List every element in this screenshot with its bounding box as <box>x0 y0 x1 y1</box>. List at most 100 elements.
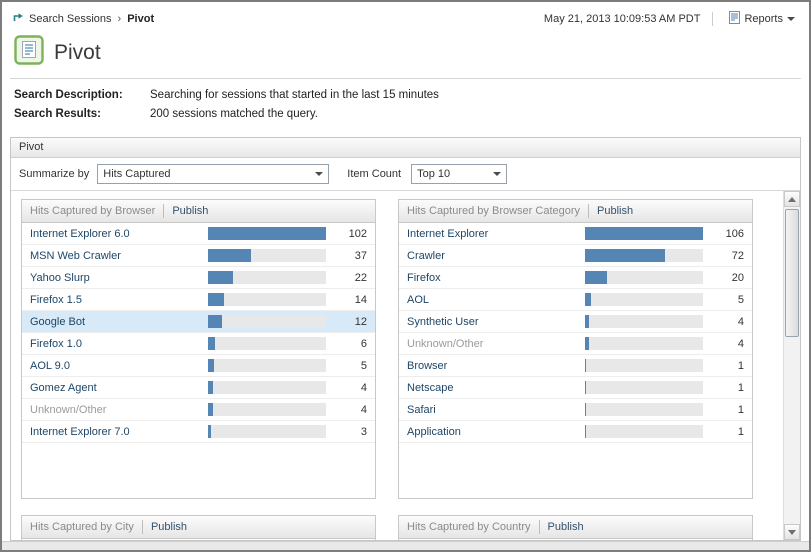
summarize-by-label: Summarize by <box>19 168 90 180</box>
chart-row[interactable]: AOL 5 <box>399 289 752 311</box>
header-divider <box>538 520 540 534</box>
row-bar-fill <box>208 381 213 394</box>
chart-row[interactable]: Google Bot 12 <box>22 311 375 333</box>
row-value: 1 <box>737 425 744 438</box>
chart-row[interactable]: Unknown/Other 4 <box>399 333 752 355</box>
row-bar-track <box>585 249 703 262</box>
arrow-down-icon <box>788 529 796 535</box>
row-value: 22 <box>354 271 367 284</box>
row-bar-track <box>208 337 326 350</box>
row-label: AOL <box>407 293 430 306</box>
chart-row[interactable]: Gomez Agent 4 <box>22 377 375 399</box>
chart-row[interactable]: AOL 9.0 5 <box>22 355 375 377</box>
chart-panel-header: Hits Captured by City Publish <box>22 516 375 539</box>
row-value: 1 <box>737 359 744 372</box>
vertical-scrollbar[interactable] <box>783 191 800 540</box>
row-bar-track <box>208 359 326 372</box>
chart-row[interactable]: United States (US)169 <box>399 539 752 540</box>
publish-button[interactable]: Publish <box>597 205 634 217</box>
scroll-up-button[interactable] <box>784 191 800 207</box>
row-value: 12 <box>354 315 367 328</box>
chart-row[interactable]: Firefox 1.5 14 <box>22 289 375 311</box>
row-bar-fill <box>208 293 225 306</box>
chart-panel-header: Hits Captured by Browser Category Publis… <box>399 200 752 223</box>
top-bar: Search Sessions › Pivot May 21, 2013 10:… <box>2 2 809 31</box>
row-label: MSN Web Crawler <box>30 249 121 262</box>
chart-row[interactable]: Unknown/Other 4 <box>22 399 375 421</box>
pivot-section: Pivot Summarize by Hits Captured Item Co… <box>10 137 801 541</box>
row-label: Safari <box>407 403 436 416</box>
breadcrumb-link-search-sessions[interactable]: Search Sessions <box>29 13 112 25</box>
chart-row[interactable]: Redmond, WA (US)35 <box>22 539 375 540</box>
item-count-select[interactable]: Top 10 <box>411 164 508 184</box>
row-bar-track <box>585 359 703 372</box>
chart-row[interactable]: Browser 1 <box>399 355 752 377</box>
publish-button[interactable]: Publish <box>150 521 188 533</box>
row-value: 5 <box>360 359 367 372</box>
row-value: 3 <box>360 425 367 438</box>
reports-button-label: Reports <box>744 13 783 25</box>
row-bar-track <box>585 403 703 416</box>
row-bar-track <box>585 227 703 240</box>
bottom-edge-strip <box>2 541 809 550</box>
row-value: 4 <box>360 381 367 394</box>
row-bar-track <box>208 315 326 328</box>
chart-row[interactable]: Synthetic User 4 <box>399 311 752 333</box>
pivot-report-icon <box>14 35 44 70</box>
chart-row[interactable]: Internet Explorer 106 <box>399 223 752 245</box>
search-results-row: Search Results: 200 sessions matched the… <box>14 108 797 120</box>
pivot-content: Hits Captured by Browser Publish Interne… <box>11 191 800 540</box>
row-value: 106 <box>725 227 744 240</box>
row-bar-track <box>208 227 326 240</box>
publish-button[interactable]: Publish <box>172 205 209 217</box>
chart-row[interactable]: Safari 1 <box>399 399 752 421</box>
title-divider <box>10 78 801 79</box>
scrollbar-track[interactable] <box>784 207 800 524</box>
row-bar-fill <box>585 425 587 438</box>
chart-panel-header: Hits Captured by Country Publish <box>399 516 752 539</box>
scroll-down-button[interactable] <box>784 524 800 540</box>
item-count-label: Item Count <box>347 168 402 180</box>
pivot-section-header: Pivot <box>11 138 800 158</box>
chart-row[interactable]: Crawler 72 <box>399 245 752 267</box>
row-bar-fill <box>585 359 587 372</box>
summarize-by-value: Hits Captured <box>103 168 171 180</box>
chart-row[interactable]: Yahoo Slurp 22 <box>22 267 375 289</box>
row-bar-track <box>585 425 703 438</box>
chart-row[interactable]: Firefox 1.0 6 <box>22 333 375 355</box>
search-results-label: Search Results: <box>14 108 101 120</box>
summarize-by-select[interactable]: Hits Captured <box>97 164 330 184</box>
chart-row[interactable]: Application 1 <box>399 421 752 443</box>
chart-row[interactable]: Netscape 1 <box>399 377 752 399</box>
row-value: 102 <box>348 227 367 240</box>
row-value: 4 <box>737 315 744 328</box>
chart-row[interactable]: Internet Explorer 6.0 102 <box>22 223 375 245</box>
row-bar-track <box>585 293 703 306</box>
chart-row[interactable]: Firefox 20 <box>399 267 752 289</box>
row-label: Gomez Agent <box>30 381 97 394</box>
row-label: Firefox 1.0 <box>30 337 82 350</box>
row-value: 20 <box>731 271 744 284</box>
publish-button[interactable]: Publish <box>547 521 584 533</box>
chart-panel-header: Hits Captured by Browser Publish <box>22 200 375 223</box>
row-label: Firefox <box>407 271 441 284</box>
search-description-value: Searching for sessions that started in t… <box>150 89 439 101</box>
chart-rows: Redmond, WA (US)35 <box>22 539 375 540</box>
row-bar-fill <box>208 315 222 328</box>
chart-row[interactable]: Internet Explorer 7.0 3 <box>22 421 375 443</box>
row-value: 1 <box>737 403 744 416</box>
search-description-label: Search Description: <box>14 89 123 101</box>
row-label: Application <box>407 425 461 438</box>
chart-row[interactable]: MSN Web Crawler 37 <box>22 245 375 267</box>
header-divider <box>163 204 165 218</box>
row-label: Browser <box>407 359 448 372</box>
row-bar-track <box>208 381 326 394</box>
search-sessions-icon <box>12 12 24 27</box>
row-value: 1 <box>737 381 744 394</box>
chart-panel-browser: Hits Captured by Browser Publish Interne… <box>21 199 376 499</box>
reports-button[interactable]: Reports <box>725 9 799 29</box>
row-bar-fill <box>208 249 251 262</box>
scrollbar-thumb[interactable] <box>785 209 799 337</box>
row-bar-track <box>208 425 326 438</box>
